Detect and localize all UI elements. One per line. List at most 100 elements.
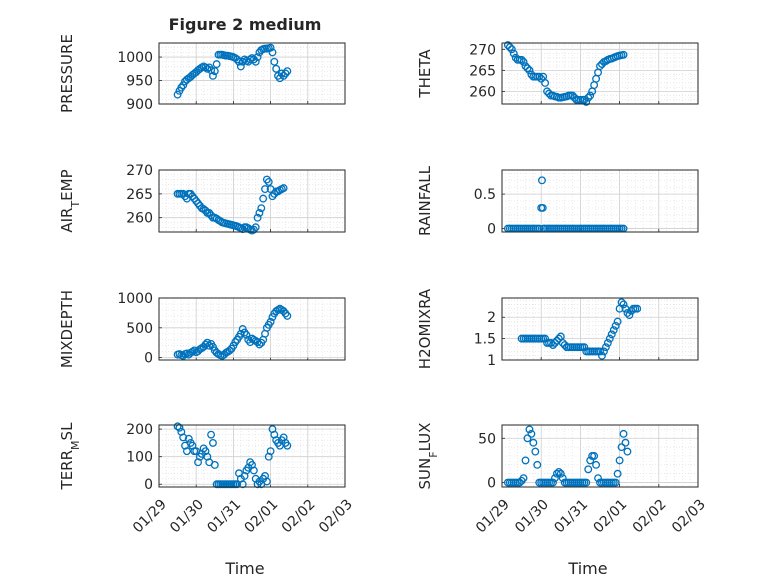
subplot-pressure: 900 950 1000 PRESSURE [58,34,346,113]
data-point [592,460,601,469]
data-point [541,334,550,343]
data-point [550,474,559,483]
axes-box [158,297,346,361]
data-point [521,456,530,465]
data-point [541,79,550,87]
data-point [175,423,184,432]
data-point [201,340,210,349]
y-tick-label: 500 [126,321,153,337]
y-tick-label: 200 [126,422,153,438]
data-point [264,177,273,186]
data-point [251,57,260,66]
y-tick-label: 0 [487,476,496,492]
axes-box [158,424,346,488]
data-point [261,185,269,194]
y-tick-label: 265 [469,63,496,79]
y-tick-label: 1000 [117,50,153,66]
y-tick-label: 1000 [117,291,153,307]
data-point [586,456,595,465]
data-point [538,176,546,185]
data-point [549,341,557,349]
data-point [205,341,214,350]
x-tick-label: 01/29 [473,497,513,537]
axes-box [158,42,346,105]
data-point [558,338,567,347]
data-point [233,480,242,489]
data-point [543,87,552,96]
data-point [242,331,251,339]
y-tick-label: 260 [469,84,496,100]
y-tick-label: 1.5 [474,332,496,348]
data-point [270,57,279,66]
data-point [590,452,599,460]
data-point [259,194,268,203]
data-point [549,478,557,487]
x-tick-label: 02/03 [316,497,356,537]
y-tick-label: 260 [126,211,153,227]
subplot-h2omixra: 1 1.5 2 H2OMIXRA [416,288,699,369]
data-point [283,311,292,320]
y-axis-label: MIXDEPTH [58,290,76,368]
data-point [182,447,191,456]
data-point [582,97,591,106]
data-point [582,478,591,487]
data-point [266,447,275,456]
data-point [533,460,542,469]
axes-box [501,297,699,361]
data-point [613,317,622,326]
data-point [615,456,624,465]
y-tick-label: 270 [469,42,496,58]
data-point [613,469,622,478]
data-point [177,83,186,92]
x-tick-label: 01/29 [130,497,170,537]
data-point [208,71,217,80]
x-tick-label: 01/30 [512,497,552,537]
axes-box [501,169,699,233]
data-point [521,62,530,71]
data-point [517,55,526,64]
y-tick-label: 0.5 [474,187,496,203]
data-point [179,433,188,442]
y-axis-label: AIRTEMP [58,169,82,232]
figure-title: Figure 2 medium [169,15,322,34]
x-tick-label: 01/31 [204,497,244,537]
data-point [212,60,221,69]
data-point [262,477,271,486]
data-point [251,223,260,232]
data-point [509,49,518,58]
data-point [279,184,288,193]
data-point [619,429,628,438]
data-point [529,438,538,447]
data-point [519,474,528,483]
data-point [611,321,620,330]
data-point [633,304,642,313]
data-point [279,71,288,80]
subplot-sun-flux: 01/29 01/30 01/31 02/01 02/02 02/03 0 50 SUNFLUX [416,423,709,537]
y-axis-label: TERRMSL [58,422,82,491]
data-point [580,95,589,104]
data-point [519,57,528,66]
data-point [505,43,514,52]
x-tick-label: 02/02 [630,497,670,537]
data-point [623,309,632,317]
x-tick-label: 01/31 [551,497,591,537]
data-point [623,447,632,456]
axes-box [158,169,346,233]
y-tick-label: 0 [487,222,496,238]
data-point [621,438,630,447]
data-point [601,343,610,352]
y-tick-label: 100 [126,450,153,466]
data-point [253,213,262,222]
data-point [210,67,219,76]
data-point [255,340,264,349]
y-axis-label: RAINFALL [416,165,434,236]
data-point [535,72,544,81]
data-point [599,347,608,356]
data-point [580,343,589,352]
data-point [556,469,565,478]
x-tick-label: 02/01 [591,497,631,537]
y-tick-label: 1 [487,353,496,369]
data-point [184,434,193,443]
data-point [268,48,277,57]
data-point [266,317,275,326]
